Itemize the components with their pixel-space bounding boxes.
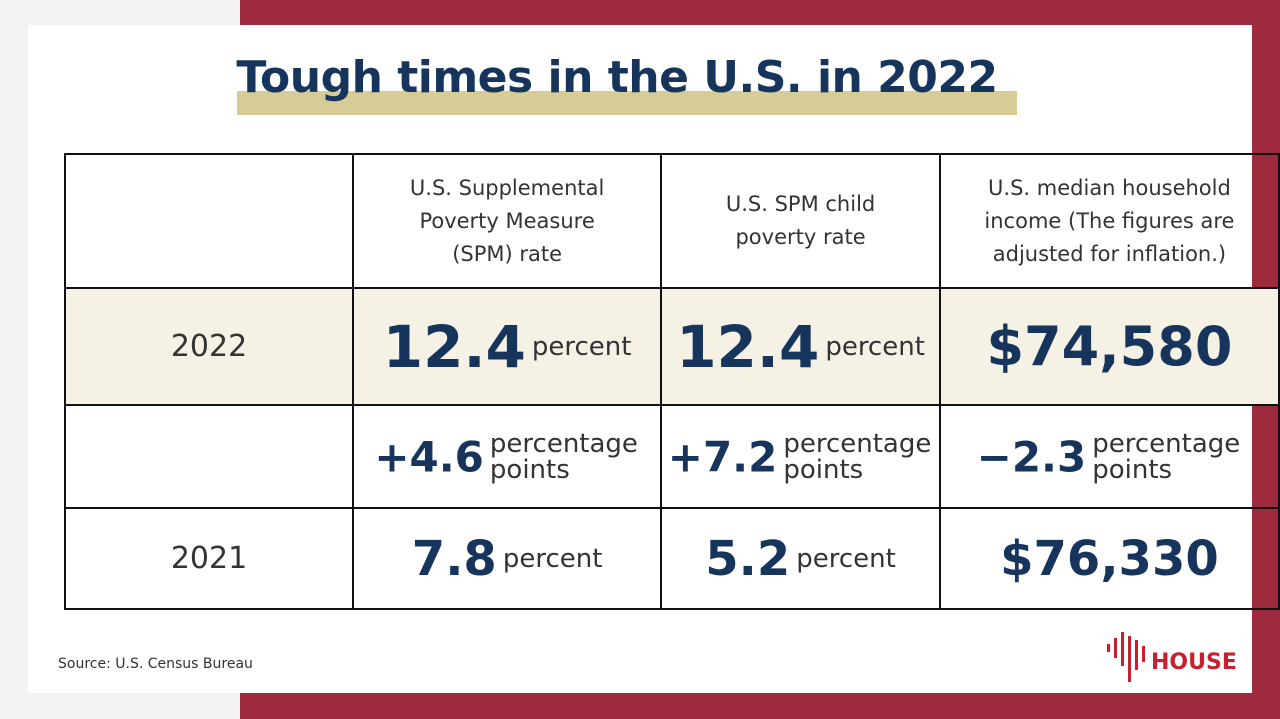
cell-unit: percent bbox=[796, 543, 896, 574]
cell-unit: percentage points bbox=[489, 428, 638, 485]
data-cell: +4.6 percentage points bbox=[351, 404, 663, 509]
table-row: 2021 7.8 percent 5.2 percent $76,330 bbox=[64, 507, 1280, 610]
cell-unit: percentage points bbox=[783, 428, 932, 485]
data-cell: 12.4 percent bbox=[660, 287, 941, 406]
data-cell: −2.3 percentage points bbox=[938, 404, 1280, 509]
column-header: U.S. Supplemental Poverty Measure (SPM) … bbox=[351, 153, 663, 289]
title: Tough times in the U.S. in 2022 bbox=[236, 52, 998, 103]
row-label bbox=[64, 404, 354, 509]
cell-unit: percentage points bbox=[1092, 428, 1241, 485]
table-row: +4.6 percentage points +7.2 percentage poin… bbox=[64, 404, 1280, 509]
cell-value: 12.4 bbox=[676, 312, 820, 381]
cell-unit: percent bbox=[531, 331, 632, 362]
cell-unit: percent bbox=[502, 543, 603, 574]
corner-cell bbox=[64, 153, 354, 289]
cell-value: 12.4 bbox=[382, 312, 526, 381]
data-cell: $76,330 bbox=[938, 507, 1280, 610]
cell-value: 5.2 bbox=[705, 530, 791, 587]
logo-text: HOUSE bbox=[1151, 650, 1237, 675]
cell-value: 7.8 bbox=[411, 530, 497, 587]
data-cell: 12.4 percent bbox=[351, 287, 663, 406]
data-cell: 5.2 percent bbox=[660, 507, 941, 610]
data-cell: $74,580 bbox=[938, 287, 1280, 406]
logo: HOUSE bbox=[1107, 632, 1237, 682]
cell-value: +7.2 bbox=[667, 432, 778, 481]
source: Source: U.S. Census Bureau bbox=[58, 656, 253, 672]
cell-value: $76,330 bbox=[1000, 530, 1219, 587]
row-label: 2021 bbox=[64, 507, 354, 610]
cell-value: $74,580 bbox=[986, 315, 1233, 378]
row-label: 2022 bbox=[64, 287, 354, 406]
column-header: U.S. SPM child poverty rate bbox=[660, 153, 941, 289]
data-table: U.S. Supplemental Poverty Measure (SPM) … bbox=[64, 153, 1280, 610]
data-cell: 7.8 percent bbox=[351, 507, 663, 610]
title-highlight bbox=[237, 91, 1017, 115]
column-header: U.S. median household income (The figure… bbox=[938, 153, 1280, 289]
cell-value: +4.6 bbox=[374, 432, 484, 481]
table-row: 2022 12.4 percent 12.4 percent $74,580 bbox=[64, 287, 1280, 406]
header-row: U.S. Supplemental Poverty Measure (SPM) … bbox=[64, 153, 1280, 289]
cell-unit: percent bbox=[825, 331, 925, 362]
cell-value: −2.3 bbox=[976, 432, 1087, 481]
data-cell: +7.2 percentage points bbox=[660, 404, 941, 509]
